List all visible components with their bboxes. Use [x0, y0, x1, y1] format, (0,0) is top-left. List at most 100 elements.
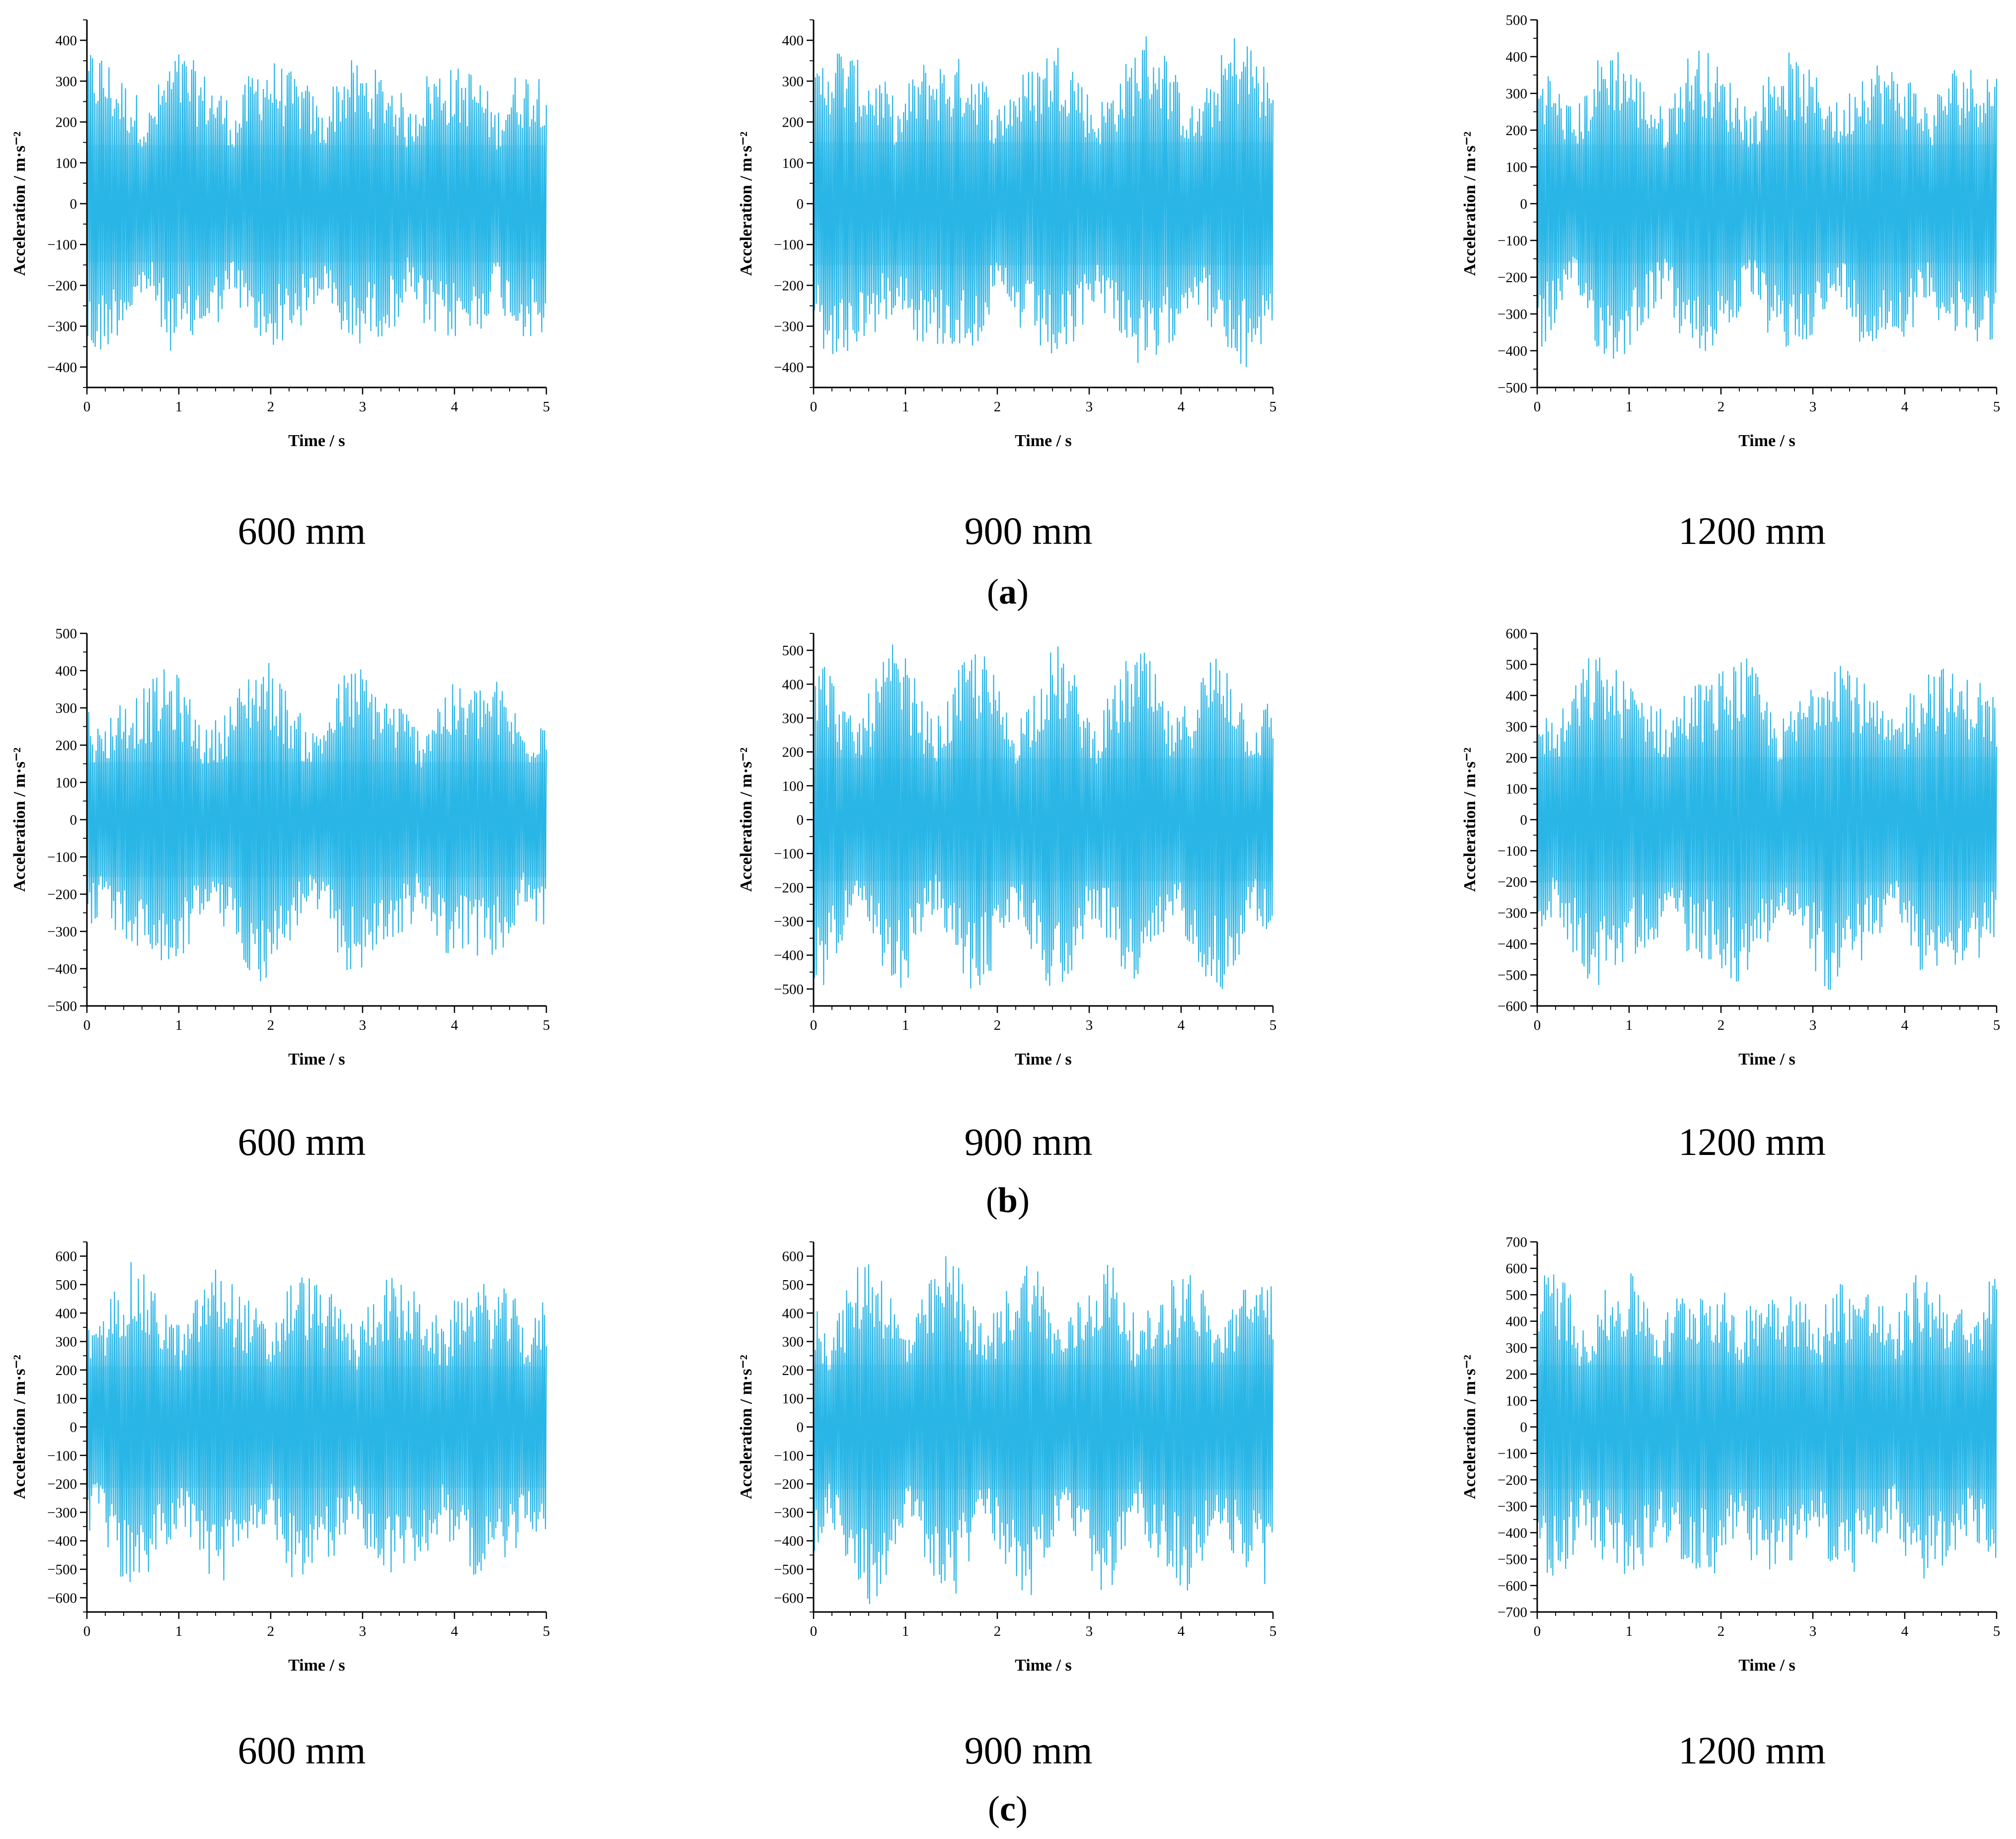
x-tick-label: 3 [1086, 1017, 1093, 1033]
y-axis-title: Acceleration / m·s⁻² [737, 1355, 755, 1499]
y-tick-label: −300 [1497, 1499, 1527, 1515]
x-axis-title: Time / s [1738, 1050, 1795, 1069]
x-tick-label: 2 [1717, 1623, 1725, 1639]
y-tick-label: 400 [56, 663, 77, 679]
series-line [1536, 51, 1998, 359]
y-tick-label: 300 [1506, 1340, 1528, 1356]
y-tick-label: 100 [1506, 781, 1528, 797]
chart-panel-c-3: 0 1 2 3 4 5 −700 −600 −500 −400 −300 −200 −100 0 100 20… [1461, 1234, 2000, 1772]
row-label-close: ) [1017, 572, 1029, 612]
y-tick-label: 100 [782, 778, 804, 794]
y-tick-label: −100 [774, 1448, 804, 1464]
y-tick-label: 300 [1506, 719, 1528, 735]
x-tick-label: 1 [1626, 1017, 1633, 1033]
x-tick-label: 3 [1809, 1623, 1817, 1639]
panel-caption: 600 mm [238, 1729, 366, 1772]
row-label-open: ( [987, 572, 999, 612]
y-tick-label: −200 [774, 880, 804, 896]
x-tick-label: 1 [175, 1623, 183, 1639]
row-label-b: (b) [986, 1180, 1030, 1220]
x-tick-label: 0 [83, 1017, 91, 1033]
x-tick-label: 0 [1534, 399, 1541, 415]
x-tick-label: 1 [175, 399, 183, 415]
y-tick-label: 700 [1506, 1234, 1528, 1250]
y-tick-label: 500 [1506, 1287, 1528, 1303]
y-tick-label: 400 [1506, 49, 1528, 65]
x-tick-label: 3 [1809, 1017, 1817, 1033]
x-axis-title: Time / s [1738, 432, 1795, 450]
y-tick-label: −300 [1497, 306, 1527, 322]
series-line [813, 1256, 1274, 1605]
x-tick-label: 0 [810, 399, 818, 415]
x-tick-label: 4 [1901, 399, 1909, 415]
y-tick-label: 100 [56, 155, 77, 171]
y-tick-label: 500 [782, 643, 804, 659]
y-tick-label: 400 [1506, 1314, 1528, 1330]
y-tick-label: 0 [1520, 1420, 1528, 1436]
y-tick-label: −200 [774, 278, 804, 294]
y-tick-label: 200 [56, 738, 77, 754]
y-tick-label: −300 [47, 319, 77, 335]
x-tick-label: 3 [1809, 399, 1817, 415]
y-tick-label: 200 [782, 1363, 804, 1379]
y-tick-label: −600 [1497, 998, 1527, 1014]
y-tick-label: −100 [774, 846, 804, 862]
y-tick-label: 400 [1506, 688, 1528, 704]
x-tick-label: 3 [1086, 399, 1093, 415]
series-line [86, 50, 547, 351]
panel-caption: 900 mm [965, 509, 1093, 552]
panel-caption: 600 mm [238, 509, 366, 552]
y-tick-label: −400 [47, 1533, 77, 1549]
y-tick-label: 0 [70, 812, 77, 828]
y-tick-label: −200 [1497, 1472, 1527, 1488]
y-tick-label: 400 [56, 33, 77, 49]
x-tick-label: 0 [1534, 1623, 1541, 1639]
y-tick-label: 300 [782, 1334, 804, 1350]
y-tick-label: 0 [797, 196, 804, 212]
chart-panel-c-1: 0 1 2 3 4 5 −600 −500 −400 −300 −200 −100 0 100 200 300… [10, 1241, 550, 1772]
y-tick-label: 200 [1506, 1367, 1528, 1382]
row-label-a: (a) [987, 572, 1029, 612]
y-tick-label: 0 [1520, 196, 1528, 212]
x-tick-label: 2 [994, 1623, 1001, 1639]
panel-caption: 900 mm [965, 1729, 1093, 1772]
series-line [86, 663, 547, 982]
x-tick-label: 4 [1178, 1017, 1185, 1033]
x-tick-label: 5 [1269, 1623, 1277, 1639]
row-label-c: (c) [988, 1789, 1028, 1829]
chart-panel-a-1: 0 1 2 3 4 5 −400 −300 −200 −100 0 100 200 300 400 Time … [10, 19, 550, 552]
x-axis-title: Time / s [1738, 1656, 1795, 1675]
y-tick-label: 200 [782, 115, 804, 131]
x-tick-label: 5 [1269, 399, 1277, 415]
y-tick-label: −600 [1497, 1578, 1527, 1594]
y-tick-label: 300 [1506, 86, 1528, 102]
y-axis-title: Acceleration / m·s⁻² [1461, 748, 1479, 892]
y-tick-label: −100 [47, 237, 77, 253]
x-tick-label: 4 [451, 1623, 458, 1639]
y-tick-label: −300 [47, 924, 77, 940]
y-tick-label: −600 [774, 1590, 804, 1606]
x-tick-label: 5 [1993, 399, 2001, 415]
y-tick-label: −400 [774, 360, 804, 376]
y-tick-label: −200 [1497, 270, 1527, 286]
y-tick-label: −500 [47, 998, 77, 1014]
x-axis-title: Time / s [1015, 1050, 1072, 1069]
y-tick-label: −100 [1497, 843, 1527, 859]
x-tick-label: 3 [359, 1017, 367, 1033]
y-tick-label: 100 [56, 775, 77, 791]
y-tick-label: −600 [47, 1590, 77, 1606]
chart-panel-a-3: 0 1 2 3 4 5 −500 −400 −300 −200 −100 0 100 200 300 400 5… [1461, 12, 2000, 552]
x-tick-label: 1 [902, 1623, 909, 1639]
x-tick-label: 2 [267, 1017, 275, 1033]
y-tick-label: −500 [1497, 1552, 1527, 1568]
y-tick-label: 100 [782, 155, 804, 171]
x-tick-label: 3 [1086, 1623, 1093, 1639]
row-label-letter: a [999, 572, 1017, 612]
y-tick-label: 500 [1506, 12, 1528, 28]
y-tick-label: 400 [782, 1305, 804, 1321]
y-tick-label: 500 [782, 1277, 804, 1293]
y-tick-label: 300 [56, 1334, 77, 1350]
y-tick-label: 100 [1506, 159, 1528, 175]
x-tick-label: 2 [267, 399, 275, 415]
